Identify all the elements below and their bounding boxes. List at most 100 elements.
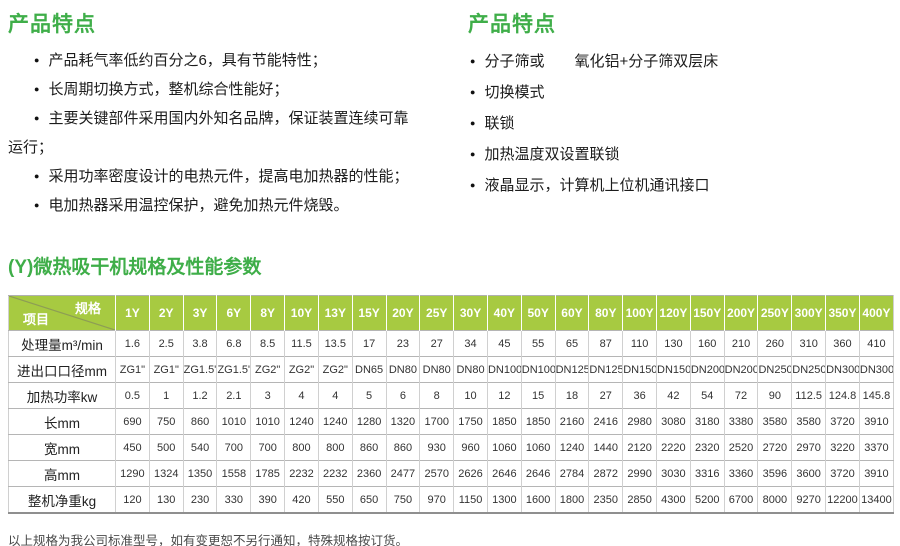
spec-cell: 1700 [419,408,454,435]
spec-cell: 54 [689,382,725,409]
spec-cell: 1800 [554,486,589,513]
spec-cell: 1324 [148,460,184,487]
spec-cell: 1350 [182,460,217,487]
spec-cell: 1240 [284,408,319,435]
spec-cell: 13.5 [317,330,353,357]
spec-cell: 6700 [723,486,758,513]
spec-cell: 260 [757,330,792,357]
spec-cell: 4 [317,382,353,409]
spec-cell: ZG2" [317,356,353,383]
col-header-10Y: 10Y [284,295,319,331]
spec-cell: 110 [622,330,657,357]
spec-cell: 1300 [486,486,522,513]
spec-cell: 550 [317,486,353,513]
spec-cell: 120 [115,486,150,513]
feature-item: 加热温度双设置联锁 [468,139,898,170]
spec-cell: 420 [284,486,319,513]
spec-cell: DN250 [791,356,826,383]
spec-cell: 2990 [622,460,657,487]
spec-cell: 3580 [757,408,792,435]
spec-cell: 1440 [588,434,623,461]
col-header-100Y: 100Y [622,295,657,331]
spec-cell: 8.5 [250,330,285,357]
feature-item: 切换模式 [468,77,898,108]
spec-cell: 2232 [284,460,319,487]
spec-cell: 10 [453,382,488,409]
spec-cell: 1.2 [182,382,217,409]
spec-cell: 3380 [723,408,758,435]
spec-cell: ZG2" [284,356,319,383]
spec-cell: 65 [554,330,589,357]
spec-cell: 690 [115,408,150,435]
spec-cell: 2.5 [148,330,184,357]
row-label: 整机净重kg [8,486,116,513]
col-header-1Y: 1Y [115,295,150,331]
row-label: 宽mm [8,434,116,461]
spec-cell: 2416 [588,408,623,435]
features-right-list: 分子筛或 氧化铝+分子筛双层床切换模式联锁加热温度双设置联锁液晶显示，计算机上位… [468,46,898,201]
spec-cell: 87 [588,330,623,357]
table-corner-cell: 规格 项目 [8,295,116,331]
spec-cell: ZG1.5" [182,356,217,383]
spec-cell: 3720 [825,408,860,435]
spec-cell: 2784 [554,460,589,487]
spec-cell: 15 [520,382,556,409]
spec-cell: 450 [115,434,150,461]
spec-cell: ZG1" [115,356,150,383]
spec-cell: 3 [250,382,285,409]
spec-table-title: (Y)微热吸干机规格及性能参数 [8,257,262,278]
spec-cell: 3910 [858,460,894,487]
col-header-300Y: 300Y [791,295,826,331]
spec-cell: 2646 [520,460,556,487]
col-header-2Y: 2Y [148,295,184,331]
features-left-column: 产品特点 产品耗气率低约百分之6，具有节能特性；长周期切换方式，整机综合性能好；… [8,6,460,220]
spec-cell: 1600 [520,486,556,513]
table-row: 长mm 690 750 860 1010 1010 1240 1240 1280 1320 1700… [8,408,894,435]
spec-cell: DN125 [554,356,589,383]
spec-cell: DN100 [520,356,556,383]
spec-cell: 5 [351,382,386,409]
spec-cell: 1010 [250,408,285,435]
spec-cell: 12 [486,382,522,409]
col-header-120Y: 120Y [656,295,691,331]
spec-cell: 3.8 [182,330,217,357]
spec-table-body: 处理量m³/min 1.6 2.5 3.8 6.8 8.5 11.5 13.5 17 23 27 34… [8,330,894,513]
spec-cell: 6.8 [216,330,251,357]
spec-cell: 2360 [351,460,386,487]
spec-cell: 1850 [486,408,522,435]
feature-item: 电加热器采用温控保护，避免加热元件烧毁。 [8,191,460,220]
col-header-200Y: 200Y [723,295,758,331]
col-header-6Y: 6Y [216,295,251,331]
spec-cell: 540 [182,434,217,461]
spec-cell: 700 [250,434,285,461]
features-left-title: 产品特点 [8,13,96,36]
col-header-400Y: 400Y [858,295,894,331]
spec-cell: 90 [757,382,792,409]
col-header-3Y: 3Y [182,295,217,331]
features-left-list: 产品耗气率低约百分之6，具有节能特性；长周期切换方式，整机综合性能好；主要关键部… [8,46,460,220]
spec-cell: 4300 [656,486,691,513]
spec-cell: 6 [385,382,420,409]
spec-cell: 860 [182,408,217,435]
table-row: 加热功率kw 0.5 1 1.2 2.1 3 4 4 5 6 8 10 12 15 18 27 36 42 54 72… [8,382,894,409]
spec-cell: DN65 [351,356,386,383]
spec-cell: ZG1.5" [216,356,251,383]
col-header-150Y: 150Y [689,295,725,331]
spec-cell: 23 [385,330,420,357]
spec-cell: 4 [284,382,319,409]
col-header-80Y: 80Y [588,295,623,331]
feature-item: 主要关键部件采用国内外知名品牌，保证装置连续可靠 运行； [8,104,460,162]
spec-cell: 1150 [453,486,488,513]
spec-cell: 160 [689,330,725,357]
feature-item: 产品耗气率低约百分之6，具有节能特性； [8,46,460,75]
feature-item: 长周期切换方式，整机综合性能好； [8,75,460,104]
table-row: 整机净重kg 120 130 230 330 390 420 550 650 750 970 1150… [8,486,894,513]
spec-cell: 12200 [825,486,860,513]
spec-cell: 3580 [791,408,826,435]
spec-cell: 410 [858,330,894,357]
spec-cell: 860 [351,434,386,461]
spec-cell: 390 [250,486,285,513]
spec-cell: 2477 [385,460,420,487]
spec-cell: 860 [385,434,420,461]
col-header-25Y: 25Y [419,295,454,331]
